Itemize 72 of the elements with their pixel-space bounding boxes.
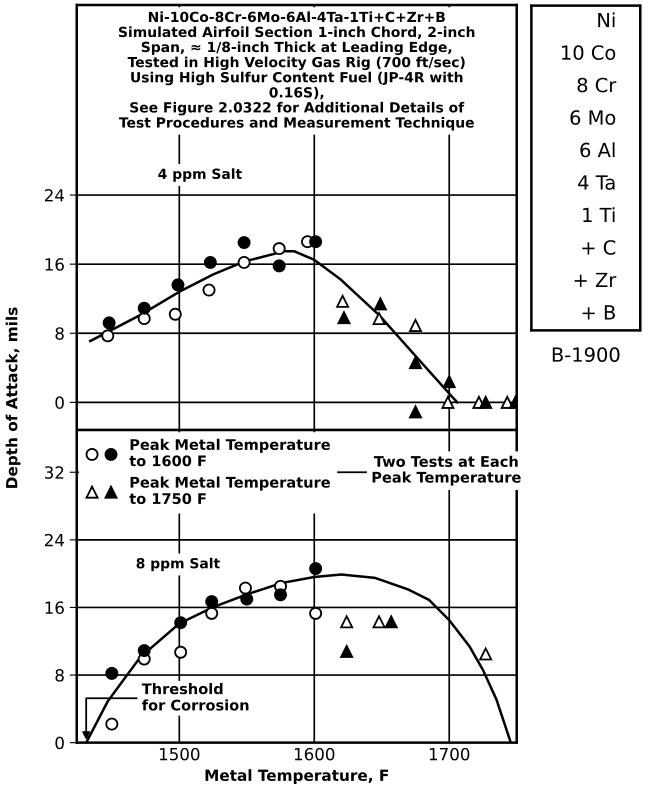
point xyxy=(238,236,251,250)
text: 1 Ti xyxy=(583,207,614,222)
point xyxy=(238,582,252,594)
point xyxy=(272,242,286,256)
point xyxy=(309,562,322,576)
point xyxy=(105,666,118,680)
x-axis-title: Metal Temperature, F xyxy=(206,769,388,784)
point xyxy=(340,644,354,658)
annotation: Ni-10Co-8Cr-6Mo-6Al-4Ta-1Ti+C+Zr+B Simulated Airfoil Section 1-inch Chord, 2-inch Span, ≈ 1/8-inch Thick at Leading Edge, Tested in High Velocity Gas Rig (700 ft/sec) Using High Sulfur Content Fuel (JP-4R with 0.16S), See Figure 2.0322 for Additional Details of Test Procedures and Measurement Technique xyxy=(118,11,474,130)
x-tick-label: 1500 xyxy=(160,748,200,760)
legend-label: Peak Metal Temperature to 1750 F xyxy=(129,476,330,504)
text: B-1900 xyxy=(552,347,620,362)
y-tick-label: 24 xyxy=(44,189,64,202)
text: 6 Mo xyxy=(570,110,616,125)
text: 8 Cr xyxy=(578,78,616,92)
point xyxy=(272,259,286,272)
point xyxy=(409,319,422,332)
point xyxy=(274,588,287,602)
point xyxy=(205,606,218,620)
point xyxy=(138,312,151,326)
y-tick-label: 0 xyxy=(55,396,64,409)
point xyxy=(479,396,492,409)
x-tick-label: 1700 xyxy=(430,748,470,760)
annotation: Two Tests at Each Peak Temperature xyxy=(372,456,521,486)
point xyxy=(309,235,322,248)
point xyxy=(172,278,184,292)
y-tick-label: 16 xyxy=(46,601,64,614)
x-tick-label: 1600 xyxy=(294,748,334,760)
y-tick-label: 0 xyxy=(55,736,64,750)
text: Ni xyxy=(598,12,614,28)
point xyxy=(336,294,350,308)
text: + C xyxy=(582,240,616,255)
point xyxy=(105,718,118,731)
annotation: Threshold for Corrosion xyxy=(142,683,248,711)
point xyxy=(338,311,350,324)
point xyxy=(240,592,254,606)
point xyxy=(409,356,422,370)
y-tick-label: 16 xyxy=(46,258,64,271)
point xyxy=(409,405,422,418)
text: 10 Co xyxy=(562,45,616,60)
point xyxy=(372,615,386,628)
y-tick-label: 8 xyxy=(55,327,64,340)
point xyxy=(372,312,386,326)
point xyxy=(384,615,398,628)
point xyxy=(204,256,217,269)
point xyxy=(138,644,151,658)
point xyxy=(340,615,354,628)
y-tick-label: 8 xyxy=(55,669,64,682)
legend-label: Peak Metal Temperature to 1600 F xyxy=(129,438,330,466)
y-axis-title: Depth of Attack, mils xyxy=(6,307,20,488)
point xyxy=(238,256,251,269)
point xyxy=(174,646,188,659)
point xyxy=(309,606,322,620)
point xyxy=(441,396,454,409)
text: + B xyxy=(582,305,615,320)
point xyxy=(138,302,151,315)
point xyxy=(442,375,456,388)
point xyxy=(101,329,114,342)
text: + Zr xyxy=(574,272,616,287)
point xyxy=(202,284,216,297)
point xyxy=(168,308,182,321)
y-tick-label: 32 xyxy=(44,466,64,479)
text: 6 Al xyxy=(580,142,614,158)
point xyxy=(205,595,218,608)
annotation: 8 ppm Salt xyxy=(136,558,220,572)
y-tick-label: 24 xyxy=(44,534,64,546)
text: 4 Ta xyxy=(578,175,615,190)
point xyxy=(479,647,492,660)
annotation: 4 ppm Salt xyxy=(158,168,242,182)
point xyxy=(374,297,387,310)
point xyxy=(174,616,188,630)
point xyxy=(102,316,116,330)
